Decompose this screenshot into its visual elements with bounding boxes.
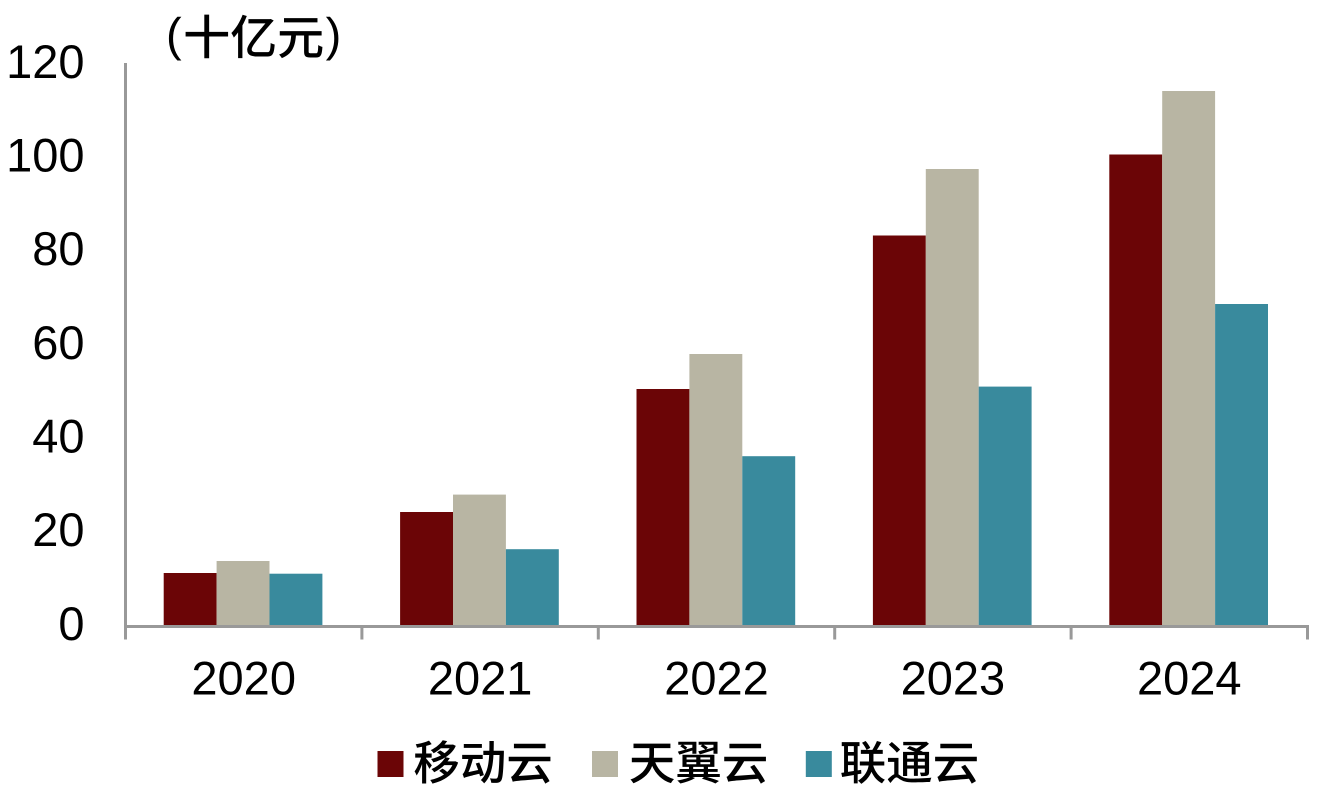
svg-text:20: 20 [32, 503, 84, 556]
svg-text:2024: 2024 [1137, 652, 1242, 705]
svg-text:2021: 2021 [428, 652, 533, 705]
svg-text:120: 120 [6, 35, 84, 88]
svg-text:60: 60 [32, 316, 84, 369]
svg-text:2020: 2020 [191, 652, 296, 705]
svg-text:2023: 2023 [901, 652, 1006, 705]
svg-text:40: 40 [32, 410, 84, 463]
svg-text:80: 80 [32, 222, 84, 275]
svg-text:100: 100 [6, 129, 84, 182]
svg-text:0: 0 [58, 597, 84, 650]
svg-text:2022: 2022 [664, 652, 769, 705]
